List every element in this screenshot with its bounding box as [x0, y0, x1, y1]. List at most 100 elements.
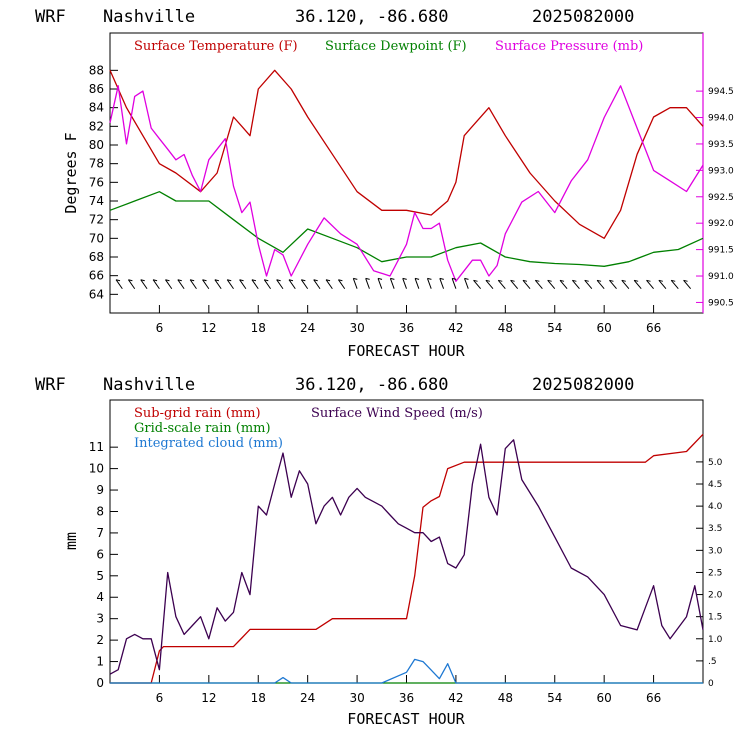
- c1-y-tick-label: 76: [89, 175, 104, 189]
- wind-barb: [152, 279, 158, 282]
- wind-barb: [402, 277, 407, 280]
- wind-barb: [609, 279, 614, 282]
- wind-barb: [646, 279, 654, 290]
- wind-barb: [177, 279, 185, 290]
- c1-y2-tick-label: 991.0: [708, 272, 734, 282]
- c1-series-line: [109, 85, 704, 282]
- c1-y-tick-label: 64: [89, 287, 104, 301]
- c2-y-tick-label: 9: [96, 483, 104, 497]
- wind-barb: [352, 278, 358, 289]
- c2-y2-tick-label: 2.5: [708, 568, 722, 578]
- chart1-frame: [109, 32, 704, 314]
- wind-barb: [670, 279, 679, 290]
- wind-barb: [263, 279, 272, 290]
- chart2-legend: Sub-grid rain (mm) Grid-scale rain (mm) …: [134, 406, 483, 451]
- chart1-series: [109, 69, 704, 282]
- c1-y-tick-label: 86: [89, 82, 104, 96]
- wind-barb: [202, 279, 207, 282]
- c1-x-tick-label: 36: [399, 321, 414, 335]
- wind-barb: [226, 279, 234, 290]
- c2-y-tick-label: 6: [96, 547, 104, 561]
- c1-y-tick-label: 82: [89, 119, 104, 133]
- wind-barb: [300, 279, 309, 290]
- c2-x-tick-label: 42: [448, 691, 463, 705]
- c2-x-tick-label: 12: [201, 691, 216, 705]
- wind-barb: [251, 279, 257, 282]
- c1-y2-tick-label: 990.5: [708, 298, 734, 308]
- wind-barb: [190, 279, 195, 282]
- wind-barb: [389, 278, 395, 289]
- wind-barb: [338, 279, 343, 282]
- c1-y2-tick-label: 992.0: [708, 219, 734, 229]
- wind-barb: [402, 278, 407, 289]
- c1-x-tick-label: 42: [448, 321, 463, 335]
- wind-barb: [115, 279, 123, 290]
- chart2-y-axis-label: mm: [62, 532, 80, 550]
- c1-y-tick-label: 72: [89, 213, 104, 227]
- chart2-ticks: 6 12 18 24 30 36 42 48 54 60 66012345678910110.51.…: [89, 440, 723, 705]
- wind-barb: [473, 279, 478, 282]
- c1-x-tick-label: 66: [646, 321, 661, 335]
- wind-barb: [534, 279, 543, 290]
- c2-x-tick-label: 30: [349, 691, 364, 705]
- chart1-legend-pressure: Surface Pressure (mb): [495, 39, 643, 54]
- wind-barb: [473, 279, 482, 290]
- chart2-location: Nashville: [103, 375, 195, 395]
- wind-barb: [439, 278, 445, 289]
- wind-barb: [646, 279, 651, 282]
- chart2-series: [109, 433, 704, 684]
- wind-barb: [671, 279, 676, 282]
- c2-y2-tick-label: 4.5: [708, 480, 722, 490]
- wind-barb: [165, 279, 170, 282]
- chart2-init: 2025082000: [532, 375, 634, 395]
- wind-barb: [535, 279, 540, 282]
- chart1-wind-barbs: [115, 277, 692, 290]
- c2-y2-tick-label: 1.5: [708, 613, 722, 623]
- c2-y2-tick-label: 1.0: [708, 635, 723, 645]
- c1-series-line: [109, 69, 704, 239]
- wind-barb: [658, 279, 667, 290]
- wind-barb: [439, 277, 444, 280]
- c1-x-tick-label: 48: [498, 321, 513, 335]
- wind-barb: [202, 279, 210, 290]
- c1-x-tick-label: 24: [300, 321, 315, 335]
- chart2-model: WRF: [35, 375, 66, 395]
- wind-barb: [584, 279, 589, 282]
- wind-barb: [596, 279, 605, 290]
- c2-y-tick-label: 5: [96, 569, 104, 583]
- c1-y2-tick-label: 994.0: [708, 114, 734, 124]
- wind-barb: [338, 279, 346, 290]
- c1-x-tick-label: 18: [251, 321, 266, 335]
- c1-y-tick-label: 68: [89, 250, 104, 264]
- c2-y2-tick-label: 3.5: [708, 524, 722, 534]
- c2-series-line: [110, 658, 703, 684]
- c2-x-tick-label: 66: [646, 691, 661, 705]
- wind-barb: [510, 279, 519, 290]
- c2-x-tick-label: 54: [547, 691, 562, 705]
- chart1-border: [109, 32, 704, 314]
- c2-y-tick-label: 4: [96, 590, 104, 604]
- wind-barb: [377, 278, 383, 289]
- wind-barb: [427, 277, 432, 280]
- c2-y2-tick-label: 2.0: [708, 591, 723, 601]
- c1-y-tick-label: 80: [89, 138, 104, 152]
- wind-barb: [547, 279, 552, 282]
- wind-barb: [683, 279, 692, 290]
- wind-barb: [485, 279, 494, 290]
- wind-barb: [426, 278, 432, 289]
- c1-y2-tick-label: 992.5: [708, 193, 734, 203]
- wind-barb: [559, 279, 568, 290]
- chart2-x-axis-label: FORECAST HOUR: [347, 710, 465, 728]
- c2-y2-tick-label: .5: [708, 657, 717, 667]
- wind-barb: [313, 279, 318, 282]
- c1-x-tick-label: 12: [201, 321, 216, 335]
- wind-barb: [288, 279, 296, 290]
- wind-barb: [609, 279, 617, 290]
- wind-barb: [390, 277, 395, 280]
- c2-x-tick-label: 18: [251, 691, 266, 705]
- wind-barb: [377, 277, 383, 280]
- wind-barb: [276, 279, 284, 290]
- c2-series-line: [109, 439, 704, 675]
- wind-barb: [584, 279, 593, 290]
- wind-barb: [596, 279, 602, 282]
